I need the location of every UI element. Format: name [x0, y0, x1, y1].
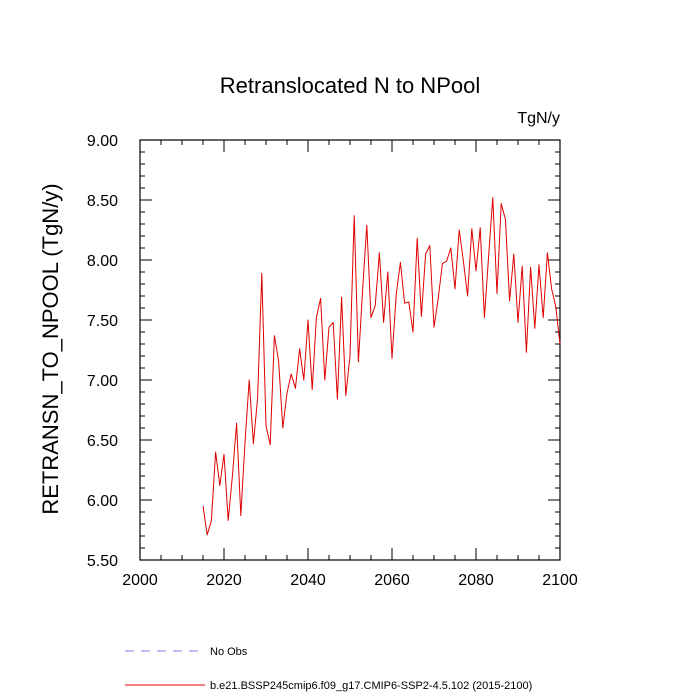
series-line — [202, 197, 561, 536]
legend-label-model: b.e21.BSSP245cmip6.f09_g17.CMIP6-SSP2-4.… — [210, 680, 532, 692]
units-label: TgN/y — [517, 110, 560, 127]
legend: No Obs b.e21.BSSP245cmip6.f09_g17.CMIP6-… — [125, 646, 532, 692]
chart-title: Retranslocated N to NPool — [220, 73, 480, 98]
x-tick-label: 2080 — [458, 572, 494, 589]
y-axis-label: RETRANSN_TO_NPOOL (TgN/y) — [38, 183, 63, 514]
y-tick-label: 7.00 — [87, 373, 118, 390]
axis-ticks: 2000 2020 2040 2060 2080 2100 5.50 6.00 6.50 7.00… — [87, 133, 578, 589]
y-tick-label: 8.00 — [87, 253, 118, 270]
x-tick-label: 2020 — [206, 572, 242, 589]
y-tick-label: 8.50 — [87, 193, 118, 210]
y-tick-label: 6.00 — [87, 493, 118, 510]
x-tick-label: 2100 — [542, 572, 578, 589]
x-tick-label: 2060 — [374, 572, 410, 589]
y-tick-label: 5.50 — [87, 553, 118, 570]
x-tick-label: 2000 — [122, 572, 158, 589]
y-tick-label: 7.50 — [87, 313, 118, 330]
x-tick-label: 2040 — [290, 572, 326, 589]
y-tick-label: 9.00 — [87, 133, 118, 150]
y-tick-label: 6.50 — [87, 433, 118, 450]
series-layer — [202, 197, 561, 536]
legend-label-no-obs: No Obs — [210, 646, 248, 658]
